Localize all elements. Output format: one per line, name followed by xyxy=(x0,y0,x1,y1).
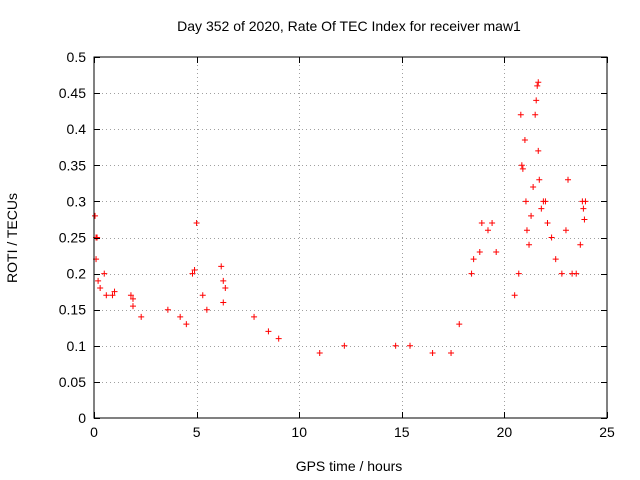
data-point xyxy=(522,198,529,205)
data-point xyxy=(535,79,542,86)
x-tick-label: 15 xyxy=(394,424,410,440)
data-point xyxy=(316,350,323,357)
data-point xyxy=(536,176,543,183)
data-point xyxy=(580,205,587,212)
data-point xyxy=(164,306,171,313)
x-tick-label: 25 xyxy=(599,424,615,440)
chart-title: Day 352 of 2020, Rate Of TEC Index for r… xyxy=(177,18,521,34)
x-tick-label: 5 xyxy=(193,424,201,440)
x-axis-label: GPS time / hours xyxy=(296,458,403,474)
data-point xyxy=(220,277,227,284)
data-point xyxy=(534,82,541,89)
data-point xyxy=(538,205,545,212)
data-point xyxy=(429,350,436,357)
y-tick-label: 0.2 xyxy=(67,266,87,282)
data-point xyxy=(544,220,551,227)
plot-frame xyxy=(93,56,608,419)
y-axis-label: ROTI / TECUs xyxy=(4,193,20,283)
y-tick-label: 0.35 xyxy=(59,157,86,173)
data-point xyxy=(251,313,258,320)
data-point xyxy=(95,277,102,284)
data-point xyxy=(548,234,555,241)
data-point xyxy=(265,328,272,335)
axis-ticks xyxy=(94,57,608,419)
data-point xyxy=(493,248,500,255)
y-tick-label: 0.4 xyxy=(67,121,87,137)
data-point xyxy=(515,270,522,277)
data-point xyxy=(191,266,198,273)
data-point xyxy=(103,292,110,299)
data-point xyxy=(523,227,530,234)
data-point xyxy=(183,321,190,328)
y-tick-label: 0 xyxy=(78,410,86,426)
grid-lines xyxy=(94,57,607,418)
data-point xyxy=(519,165,526,172)
data-point xyxy=(530,183,537,190)
x-tick-label: 10 xyxy=(291,424,307,440)
data-point xyxy=(177,313,184,320)
data-point xyxy=(341,342,348,349)
y-tick-label: 0.45 xyxy=(59,85,86,101)
data-point xyxy=(577,241,584,248)
data-point xyxy=(193,220,200,227)
x-tick-label: 20 xyxy=(497,424,513,440)
data-point xyxy=(582,198,589,205)
data-point xyxy=(138,313,145,320)
data-point xyxy=(199,292,206,299)
y-tick-label: 0.05 xyxy=(59,374,86,390)
data-point xyxy=(573,270,580,277)
data-point xyxy=(97,285,104,292)
data-points xyxy=(92,79,589,357)
data-point xyxy=(101,270,108,277)
data-point xyxy=(94,234,101,241)
data-point xyxy=(533,97,540,104)
data-point xyxy=(484,227,491,234)
y-tick-label: 0.15 xyxy=(59,302,86,318)
data-point xyxy=(407,342,414,349)
data-point xyxy=(478,220,485,227)
data-point xyxy=(476,248,483,255)
data-point xyxy=(189,270,196,277)
data-point xyxy=(532,111,539,118)
y-tick-label: 0.5 xyxy=(67,49,87,65)
data-point xyxy=(275,335,282,342)
data-point xyxy=(203,306,210,313)
x-tick-label: 0 xyxy=(90,424,98,440)
data-point xyxy=(448,350,455,357)
data-point xyxy=(109,292,116,299)
data-point xyxy=(552,256,559,263)
data-point xyxy=(526,241,533,248)
data-point xyxy=(558,270,565,277)
data-point xyxy=(392,342,399,349)
y-tick-label: 0.25 xyxy=(59,230,86,246)
y-tick-label: 0.1 xyxy=(67,338,87,354)
x-tick-labels: 0 5 10 15 20 25 xyxy=(90,424,615,440)
data-point xyxy=(456,321,463,328)
data-point xyxy=(489,220,496,227)
data-point xyxy=(111,288,118,295)
y-tick-labels: 0 0.05 0.1 0.15 0.2 0.25 0.3 0.35 0.4 0.45 0.5 xyxy=(59,49,86,426)
data-point xyxy=(222,285,229,292)
data-point xyxy=(528,212,535,219)
data-point xyxy=(127,292,134,299)
data-point xyxy=(565,176,572,183)
data-point xyxy=(511,292,518,299)
data-point xyxy=(581,216,588,223)
data-point xyxy=(218,263,225,270)
data-point xyxy=(129,295,136,302)
data-point xyxy=(129,303,136,310)
data-point xyxy=(470,256,477,263)
data-point xyxy=(92,212,99,219)
data-point xyxy=(220,299,227,306)
data-point xyxy=(535,147,542,154)
data-point xyxy=(521,137,528,144)
y-tick-label: 0.3 xyxy=(67,193,87,209)
data-point xyxy=(542,198,549,205)
data-point xyxy=(468,270,475,277)
data-point xyxy=(518,162,525,169)
data-point xyxy=(517,111,524,118)
data-point xyxy=(562,227,569,234)
